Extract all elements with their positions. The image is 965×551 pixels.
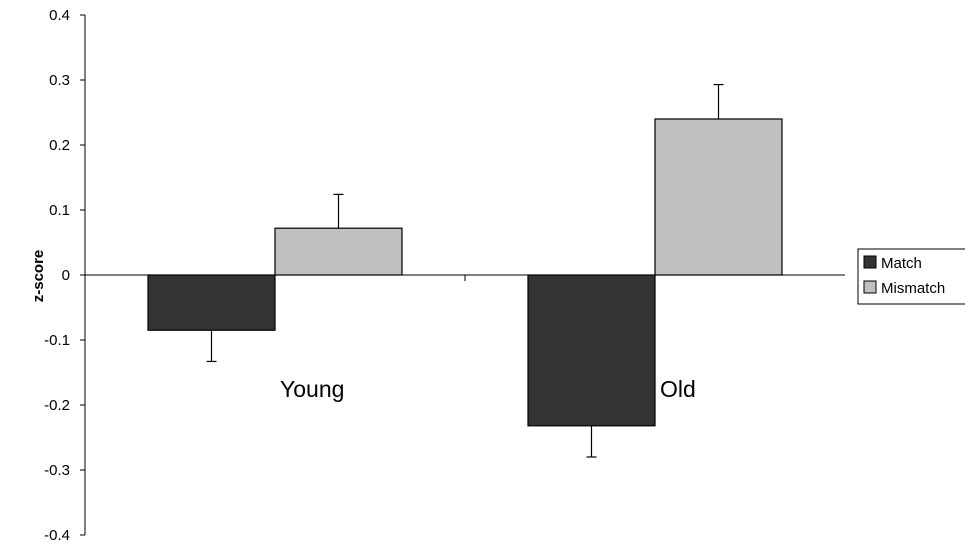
legend-label-match: Match bbox=[881, 255, 922, 272]
bars bbox=[147, 118, 783, 427]
legend-swatch-match bbox=[863, 255, 877, 269]
legend: Match Mismatch bbox=[857, 248, 965, 305]
legend-label-mismatch: Mismatch bbox=[881, 280, 945, 297]
bar-mismatch-old bbox=[654, 118, 783, 276]
y-tick-label: 0 bbox=[62, 267, 70, 284]
y-tick-label: 0.2 bbox=[49, 137, 70, 154]
y-tick-label: -0.2 bbox=[44, 397, 70, 414]
error-bars bbox=[206, 83, 724, 458]
category-label-old: Old bbox=[660, 376, 696, 402]
bar-mismatch-young bbox=[274, 227, 403, 276]
category-label-young: Young bbox=[280, 376, 344, 402]
y-tick-label: 0.3 bbox=[49, 72, 70, 89]
bar-match-old bbox=[527, 274, 656, 427]
y-tick-label: -0.4 bbox=[44, 527, 70, 544]
legend-swatch-mismatch bbox=[863, 280, 877, 294]
y-axis-title: z-score bbox=[30, 250, 47, 303]
category-labels: Young Old bbox=[280, 376, 696, 402]
y-tick-label: 0.1 bbox=[49, 202, 70, 219]
y-tick-label: -0.1 bbox=[44, 332, 70, 349]
y-tick-label: -0.3 bbox=[44, 462, 70, 479]
bar-match-young bbox=[147, 274, 276, 331]
y-tick-label: 0.4 bbox=[49, 7, 70, 24]
